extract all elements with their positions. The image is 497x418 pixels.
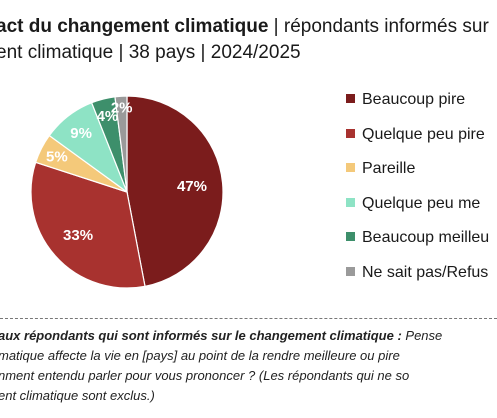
legend-label-4: Quelque peu me <box>362 194 481 212</box>
divider <box>0 318 497 319</box>
pie-data-label-4: 9% <box>70 125 92 142</box>
chart-subtitle: ent climatique | 38 pays | 2024/2025 <box>0 42 301 63</box>
legend-item-2: Quelque peu pire <box>346 125 485 145</box>
footnote: aux répondants qui sont informés sur le … <box>0 326 497 406</box>
legend-label-6: Ne sait pas/Refus <box>362 263 489 281</box>
footnote-line-3: nment entendu parler pour vous prononcer… <box>0 368 410 383</box>
legend-item-3: Pareille <box>346 159 415 179</box>
footnote-line-2: matique affecte la vie en [pays] au poin… <box>0 348 400 363</box>
legend-item-5: Beaucoup meilleu <box>346 228 489 248</box>
legend-label-1: Beaucoup pire <box>362 91 466 108</box>
pie-data-label-6: 2% <box>111 100 133 117</box>
pie-chart: 47% 33% 5%9% 4%2% <box>30 95 224 289</box>
legend-label-3: Pareille <box>362 160 416 177</box>
legend-swatch-4 <box>346 197 355 207</box>
legend-swatch-3 <box>346 163 355 172</box>
legend-swatch-5 <box>346 232 355 241</box>
pie-data-label-3: 5% <box>46 148 68 165</box>
legend-swatch-1 <box>346 94 355 103</box>
legend-item-1: Beaucoup pire <box>346 90 465 110</box>
footnote-line-1: aux répondants qui sont informés sur le … <box>0 326 497 346</box>
chart-title: act du changement climatique | répondant… <box>0 14 497 39</box>
legend-item-6: Ne sait pas/Refus <box>346 263 488 283</box>
chart-title-rest: | répondants informés sur <box>268 16 489 37</box>
pie-data-label-1: 47% <box>177 178 207 195</box>
legend-item-4: Quelque peu me <box>346 194 480 214</box>
legend-swatch-2 <box>346 128 355 138</box>
legend-label-5: Beaucoup meilleu <box>362 229 490 246</box>
footnote-line-1-bold: aux répondants qui sont informés sur le … <box>0 328 402 343</box>
legend-label-2: Quelque peu pire <box>362 125 485 143</box>
pie-slice-6 <box>114 95 128 193</box>
footnote-line-1-rest: Pense <box>401 328 443 343</box>
legend-swatch-6 <box>346 266 355 276</box>
pie-slice-2 <box>30 161 146 289</box>
chart-title-bold: act du changement climatique <box>0 16 269 37</box>
pie-data-label-5: 4% <box>97 108 119 125</box>
pie-slice-1 <box>126 95 224 288</box>
footnote-line-4: ent climatique sont exclus.) <box>0 388 155 403</box>
pie-data-label-2: 33% <box>63 227 93 244</box>
